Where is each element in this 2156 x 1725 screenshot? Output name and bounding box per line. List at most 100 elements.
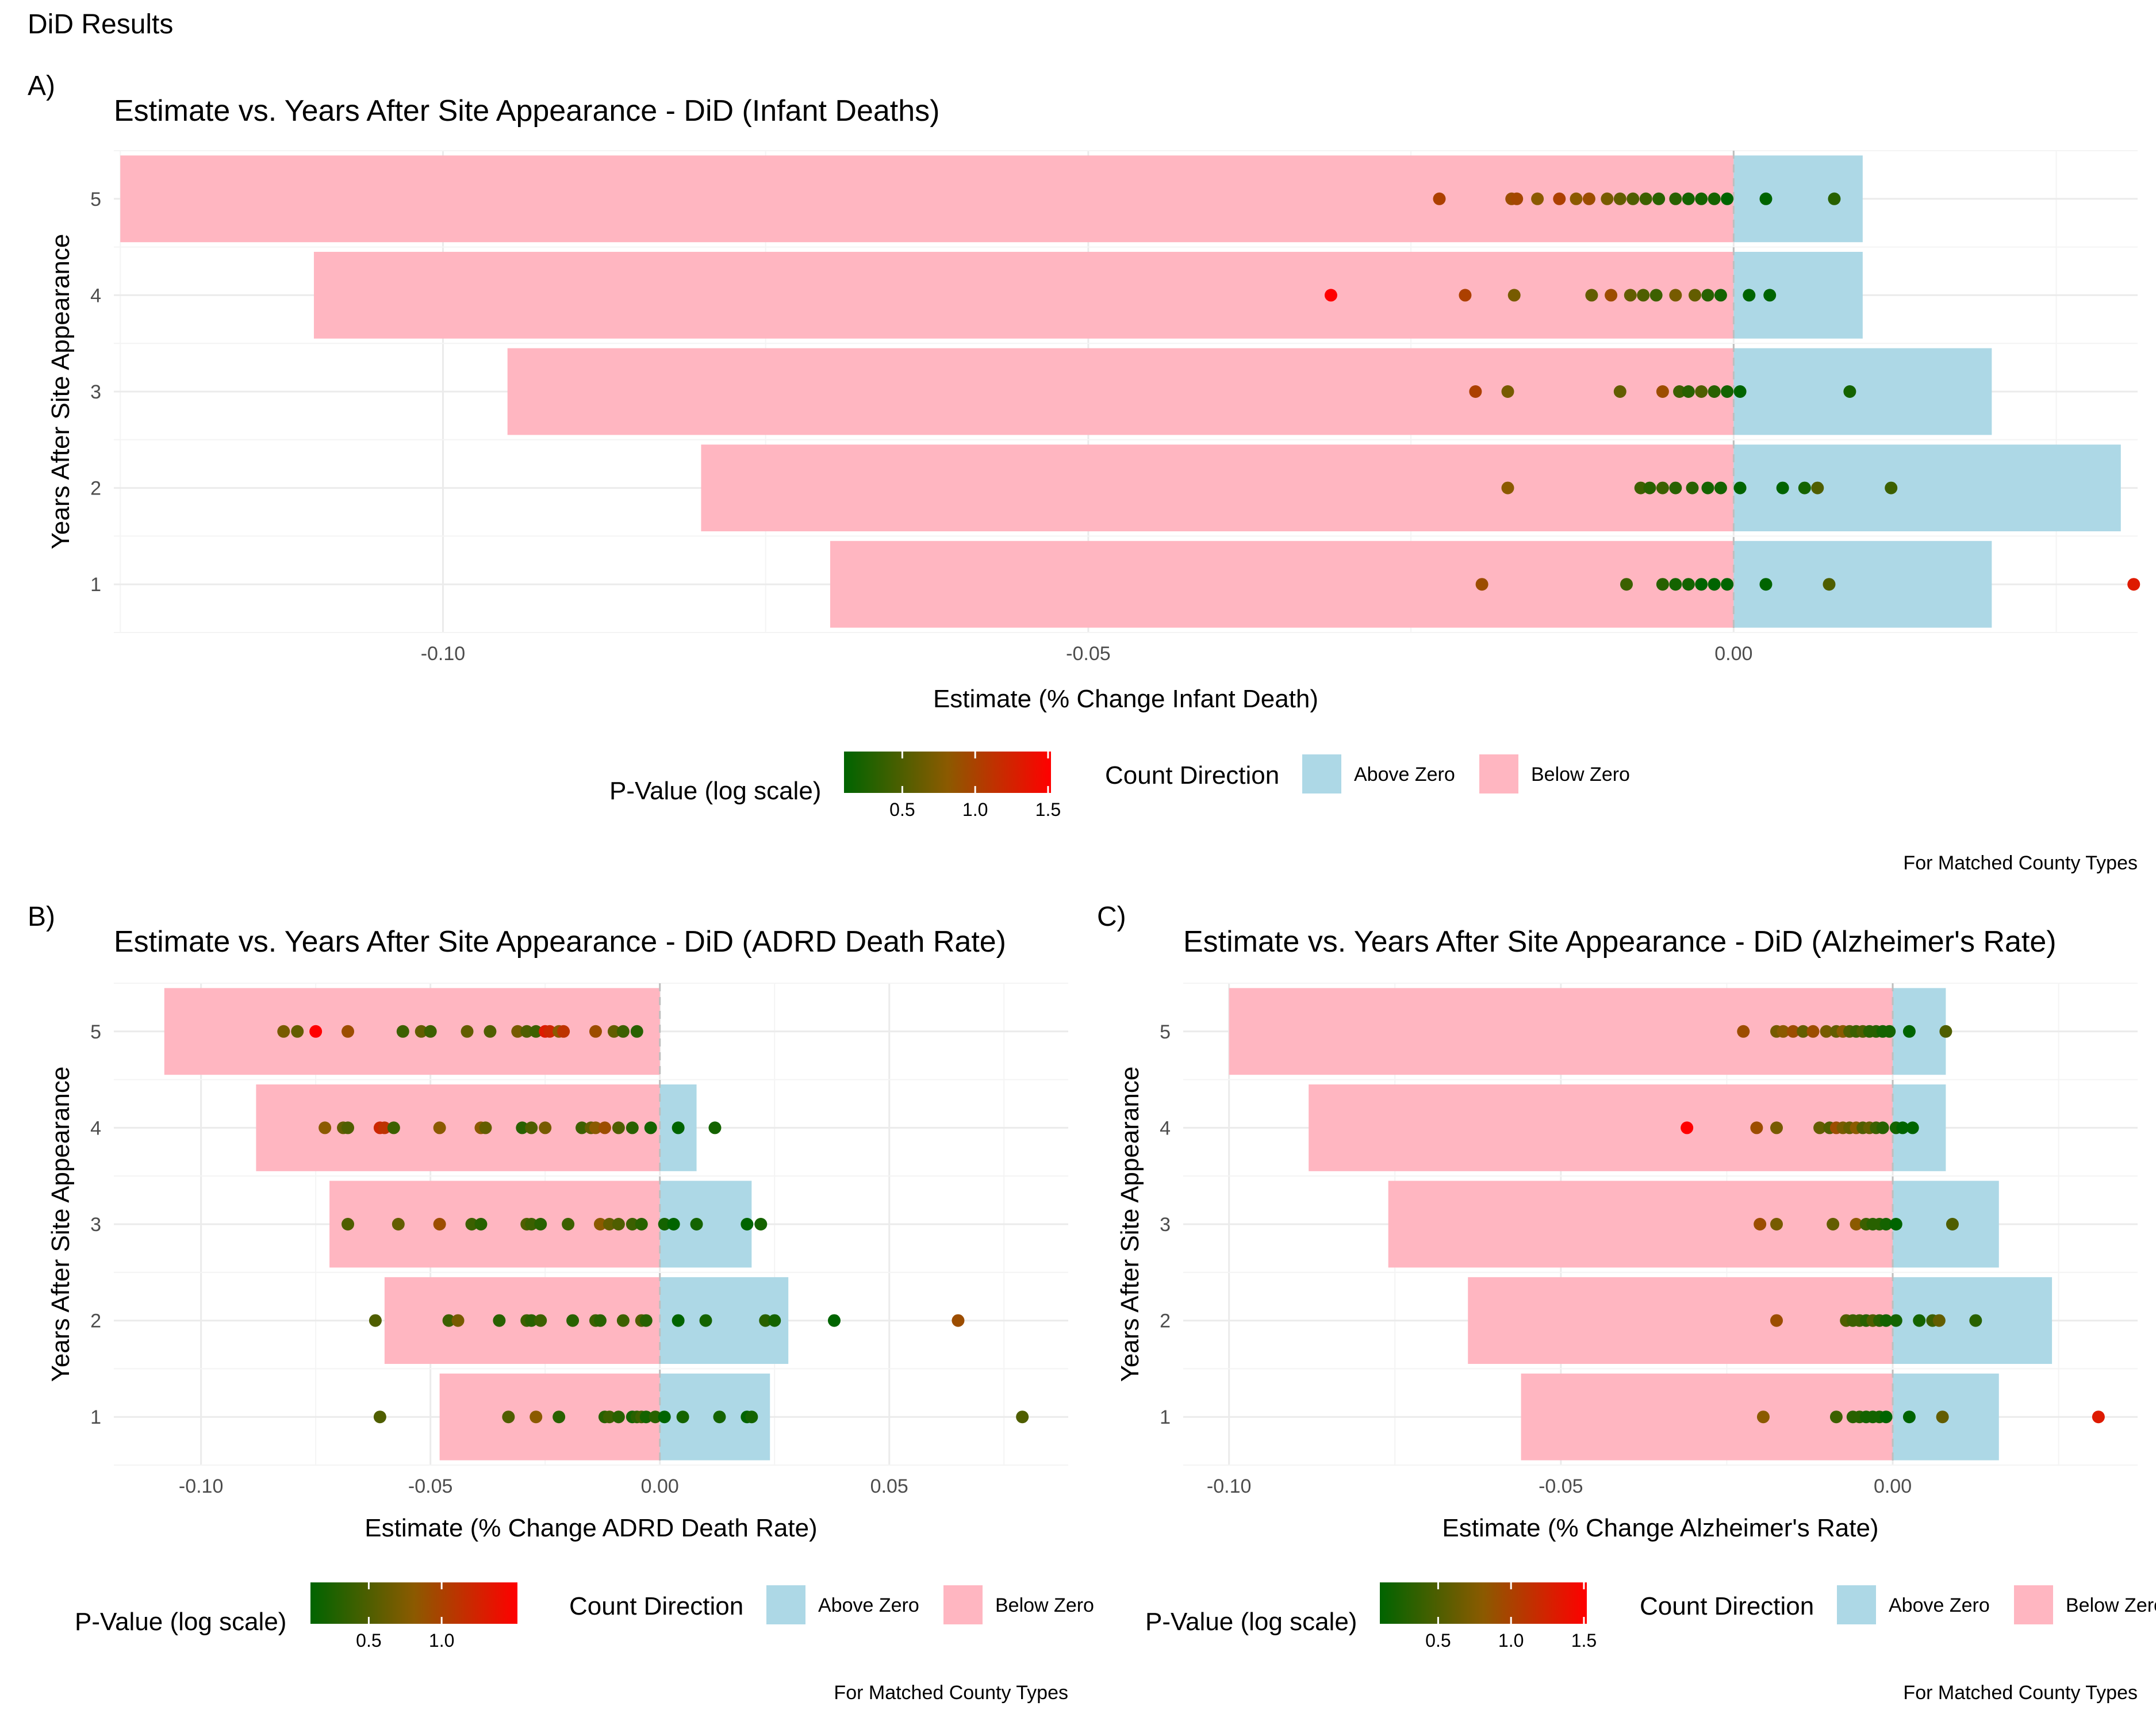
bars bbox=[1229, 988, 2053, 1460]
points bbox=[277, 1025, 1029, 1424]
x-tick-label: -0.10 bbox=[421, 643, 466, 665]
y-tick-label: 1 bbox=[1160, 1406, 1171, 1428]
fill-legend-title: Count Direction bbox=[1105, 761, 1279, 789]
data-point bbox=[1695, 578, 1708, 591]
y-tick-label: 4 bbox=[1160, 1117, 1171, 1139]
data-point bbox=[612, 1410, 625, 1424]
y-tick-label: 3 bbox=[1160, 1214, 1171, 1236]
data-point bbox=[1708, 192, 1721, 205]
data-point bbox=[465, 1218, 478, 1230]
x-tick-label: -0.05 bbox=[1066, 643, 1111, 665]
x-axis-title: Estimate (% Change Infant Death) bbox=[933, 685, 1318, 713]
data-point bbox=[543, 1025, 557, 1038]
fill-legend-title: Count Direction bbox=[569, 1592, 743, 1620]
data-point bbox=[1714, 481, 1727, 494]
data-point bbox=[1889, 1314, 1902, 1327]
x-tick-label: 0.00 bbox=[1714, 643, 1752, 665]
data-point bbox=[1813, 1121, 1827, 1134]
data-point bbox=[1624, 289, 1637, 302]
data-point bbox=[451, 1314, 465, 1327]
data-point bbox=[1811, 481, 1824, 494]
data-point bbox=[635, 1218, 648, 1230]
pvalue-colorbar bbox=[1380, 1582, 1587, 1624]
y-tick-label: 2 bbox=[90, 1310, 101, 1332]
pvalue-colorbar bbox=[844, 752, 1051, 793]
data-point bbox=[277, 1025, 290, 1038]
data-point bbox=[1613, 385, 1626, 398]
colorbar-tick-label: 0.5 bbox=[889, 799, 915, 820]
panels: A) Estimate vs. Years After Site Appearan… bbox=[28, 71, 2156, 1704]
data-point bbox=[1936, 1410, 1949, 1424]
data-point bbox=[1913, 1314, 1926, 1327]
data-point bbox=[1777, 1025, 1790, 1038]
data-point bbox=[392, 1218, 405, 1230]
chart-panel-2: B) Estimate vs. Years After Site Appearan… bbox=[28, 902, 1094, 1704]
data-point bbox=[525, 1218, 538, 1230]
x-tick-label: 0.00 bbox=[1874, 1475, 1912, 1497]
data-point bbox=[1829, 1410, 1843, 1424]
data-point bbox=[525, 1314, 538, 1327]
data-point bbox=[1828, 192, 1841, 205]
legend-key-below-zero bbox=[1479, 754, 1518, 793]
data-point bbox=[557, 1025, 570, 1038]
data-point bbox=[520, 1025, 534, 1038]
data-point bbox=[1553, 192, 1566, 205]
legend-label-below-zero: Below Zero bbox=[1531, 764, 1630, 785]
data-point bbox=[1827, 1218, 1840, 1230]
data-point bbox=[461, 1025, 474, 1038]
data-point bbox=[639, 1410, 653, 1424]
data-point bbox=[639, 1314, 653, 1327]
chart-title: Estimate vs. Years After Site Appearance… bbox=[114, 925, 1006, 959]
y-tick-label: 4 bbox=[90, 285, 101, 306]
data-point bbox=[1695, 385, 1708, 398]
data-point bbox=[1585, 289, 1598, 302]
data-point bbox=[1879, 1410, 1893, 1424]
data-point bbox=[1637, 289, 1650, 302]
data-point bbox=[319, 1121, 332, 1134]
data-point bbox=[433, 1121, 446, 1134]
data-point bbox=[342, 1218, 355, 1230]
x-tick-label: -0.05 bbox=[1539, 1475, 1583, 1497]
data-point bbox=[1695, 192, 1708, 205]
data-point bbox=[1733, 385, 1747, 398]
legend-key-above-zero bbox=[1302, 754, 1341, 793]
x-tick-label: 0.00 bbox=[641, 1475, 679, 1497]
data-point bbox=[612, 1218, 625, 1230]
data-point bbox=[644, 1121, 657, 1134]
data-point bbox=[1701, 481, 1714, 494]
data-point bbox=[1969, 1314, 1982, 1327]
data-point bbox=[1501, 481, 1514, 494]
data-point bbox=[1507, 289, 1521, 302]
chart-title: Estimate vs. Years After Site Appearance… bbox=[114, 94, 939, 128]
data-point bbox=[626, 1218, 639, 1230]
bar-above-zero bbox=[1733, 348, 1992, 435]
data-point bbox=[516, 1121, 529, 1134]
data-point bbox=[1475, 578, 1489, 591]
data-point bbox=[424, 1025, 437, 1038]
data-point bbox=[589, 1121, 602, 1134]
data-point bbox=[1682, 385, 1695, 398]
colorbar-tick-label: 1.0 bbox=[429, 1630, 454, 1651]
data-point bbox=[1649, 289, 1663, 302]
data-point bbox=[479, 1121, 492, 1134]
data-point bbox=[1708, 578, 1721, 591]
legend-key-above-zero bbox=[766, 1585, 805, 1624]
data-point bbox=[1714, 289, 1727, 302]
data-point bbox=[1682, 192, 1695, 205]
data-point bbox=[511, 1025, 524, 1038]
y-tick-label: 5 bbox=[1160, 1021, 1171, 1043]
data-point bbox=[667, 1218, 680, 1230]
data-point bbox=[589, 1025, 602, 1038]
data-point bbox=[741, 1218, 754, 1230]
data-point bbox=[1902, 1410, 1916, 1424]
bar-below-zero bbox=[830, 540, 1734, 628]
data-point bbox=[603, 1218, 616, 1230]
data-point bbox=[1759, 578, 1773, 591]
data-point bbox=[1879, 1218, 1893, 1230]
data-point bbox=[649, 1410, 662, 1424]
data-point bbox=[768, 1314, 781, 1327]
data-point bbox=[2092, 1410, 2105, 1424]
data-point bbox=[1681, 1121, 1694, 1134]
data-point bbox=[598, 1121, 611, 1134]
data-point bbox=[291, 1025, 304, 1038]
